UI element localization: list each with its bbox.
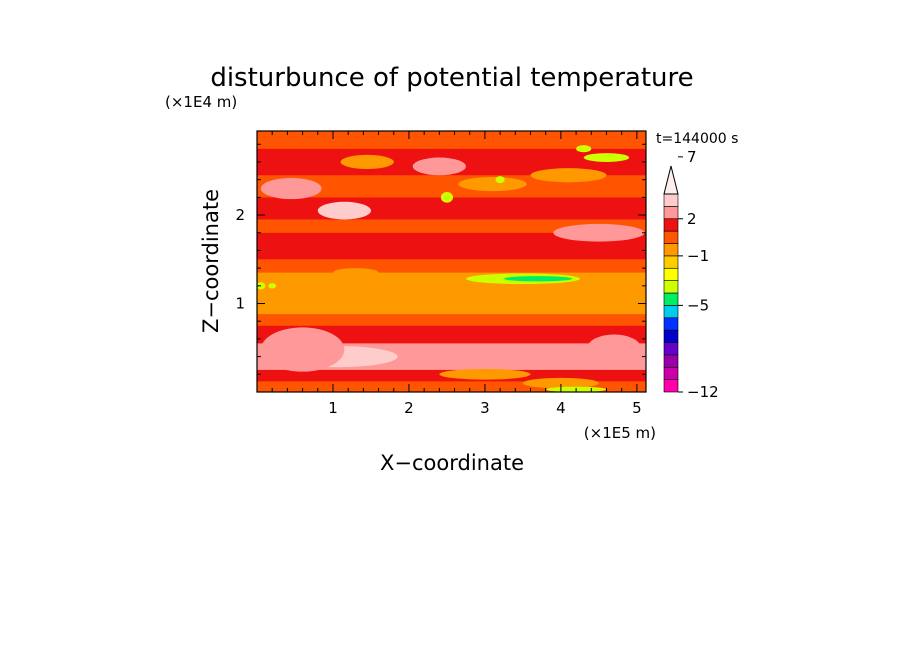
x-tick-label: 5 [632,399,642,417]
colorbar-swatch [663,379,679,393]
contour-band [257,219,646,233]
contour-feature [257,282,266,290]
chart-title: disturbunce of potential temperature [210,63,693,93]
colorbar-swatch [663,267,679,281]
colorbar-label: −12 [687,383,719,401]
contour-band [257,272,646,315]
colorbar-swatch [663,329,679,343]
colorbar-swatch [663,366,679,380]
colorbar-swatch [663,305,679,319]
colorbar-label: −5 [687,296,709,314]
x-tick-label: 4 [556,399,566,417]
colorbar-swatch [663,354,679,368]
contour-feature [503,276,573,282]
contour-feature [268,283,276,289]
contour-band [257,314,646,326]
colorbar-extend-arrow [663,165,679,195]
contour-feature [587,334,641,362]
contour-band [257,325,646,344]
plot-frame [256,130,647,393]
colorbar-label: 2 [687,210,697,228]
x-tick-label: 3 [480,399,490,417]
colorbar-swatch [663,342,679,356]
contour-feature [530,168,607,183]
contour-feature [458,177,527,192]
contour-feature [583,153,630,162]
contour-field [257,131,646,392]
contour-band [257,131,646,149]
contour-feature [260,327,345,372]
colorbar-label: 7 [687,148,697,166]
colorbar: −12−5−127 [663,148,719,401]
y-tick-label: 1 [235,295,245,313]
x-tick-label: 2 [404,399,414,417]
time-label: t=144000 s [656,131,738,147]
contour-band [257,381,646,392]
y-axis-title: Z−coordinate [199,189,223,333]
contour-feature [332,268,379,277]
contour-feature [522,377,599,389]
x-axis-title: X−coordinate [380,451,524,475]
y-unit-label: (×1E4 m) [165,93,237,111]
contour-band [257,259,646,273]
colorbar-swatch [663,193,679,207]
colorbar-swatch [663,292,679,306]
colorbar-swatch [663,243,679,257]
contour-feature [439,368,531,380]
colorbar-swatch [663,206,679,220]
colorbar-swatch [663,280,679,294]
contour-feature [495,176,505,184]
x-tick-label: 1 [328,399,338,417]
colorbar-swatch [663,230,679,244]
contour-feature [412,157,466,176]
colorbar-label: −1 [687,247,709,265]
x-unit-label: (×1E5 m) [584,424,656,442]
contour-feature [260,177,322,200]
contour-feature [576,145,592,153]
x-axis: 1 2 3 4 5 [271,131,642,417]
y-axis: 12 [235,143,646,375]
contour-feature [317,201,371,220]
colorbar-swatch [663,218,679,232]
y-tick-label: 2 [235,206,245,224]
contour-feature [440,192,454,203]
colorbar-swatch [663,317,679,331]
colorbar-swatch [663,255,679,269]
contour-feature [553,223,645,242]
contour-feature [340,154,394,170]
